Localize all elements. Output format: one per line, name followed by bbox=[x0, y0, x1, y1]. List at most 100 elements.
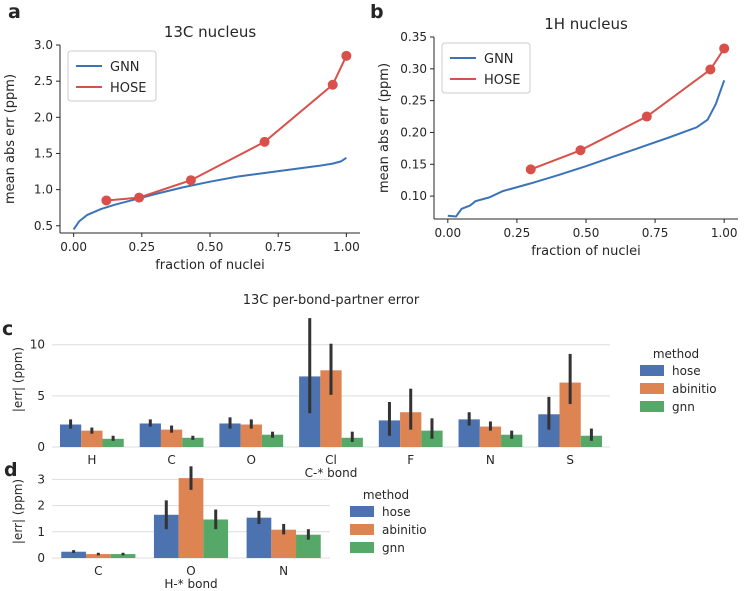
y-tick-label: 1 bbox=[37, 525, 45, 539]
legend-label-gnn: gnn bbox=[672, 400, 695, 414]
x-tick-label: 0.50 bbox=[573, 226, 600, 240]
x-tick-label: 0.25 bbox=[128, 240, 155, 254]
x-tick-label: 1.00 bbox=[711, 226, 738, 240]
hose-point bbox=[134, 192, 145, 203]
bar-gnn bbox=[580, 435, 603, 447]
panel-b: b 1H nucleus 0.00 0.25 0.50 0.75 1.00 0.10 0.15 0… bbox=[370, 1, 738, 259]
legend-box bbox=[441, 42, 531, 94]
y-axis-label: |err| (ppm) bbox=[11, 347, 25, 412]
y-tick-label: 3 bbox=[37, 472, 45, 486]
legend-hose-label: HOSE bbox=[110, 81, 146, 96]
panel-letter: b bbox=[370, 1, 384, 23]
hose-point bbox=[101, 195, 112, 206]
legend-swatch-hose bbox=[640, 365, 664, 376]
hose-point bbox=[327, 79, 338, 90]
x-tick-label: H bbox=[87, 453, 96, 467]
y-tick-label: 0.35 bbox=[400, 30, 427, 44]
bar-abinitio bbox=[479, 426, 502, 447]
panel-letter: a bbox=[8, 1, 21, 23]
x-tick-label: Cl bbox=[325, 453, 337, 467]
hose-point bbox=[575, 145, 586, 156]
legend-label-abinitio: abinitio bbox=[672, 382, 717, 396]
y-tick-label: 1.5 bbox=[34, 146, 53, 160]
bar-abinitio bbox=[240, 424, 262, 447]
legend-label-hose: hose bbox=[382, 505, 411, 519]
y-tick-label: 3.0 bbox=[34, 38, 53, 52]
x-tick-label: O bbox=[247, 453, 256, 467]
bar-abinitio bbox=[85, 554, 111, 558]
y-tick-label: 2.5 bbox=[34, 74, 53, 88]
bar-hose bbox=[458, 419, 480, 447]
hose-point bbox=[185, 175, 196, 186]
bar-gnn bbox=[296, 534, 321, 558]
gnn-series-line bbox=[447, 79, 726, 218]
y-tick-label: 10 bbox=[30, 338, 45, 352]
x-tick-label: 0.25 bbox=[504, 226, 531, 240]
legend-box bbox=[67, 50, 157, 102]
legend-label-gnn: gnn bbox=[382, 541, 405, 555]
legend-gnn-label: GNN bbox=[110, 60, 140, 75]
x-axis-label: H-* bond bbox=[164, 577, 217, 591]
panel-letter: d bbox=[4, 459, 18, 481]
legend-gnn-label: GNN bbox=[484, 52, 514, 67]
bar-hose bbox=[219, 423, 241, 447]
x-tick-label: N bbox=[279, 564, 288, 578]
x-axis-label: fraction of nuclei bbox=[155, 258, 265, 273]
x-axis-label: fraction of nuclei bbox=[531, 244, 641, 259]
bar-hose bbox=[139, 423, 161, 447]
legend-title: method bbox=[653, 347, 699, 361]
x-tick-label: 0.50 bbox=[197, 240, 224, 254]
bar-gnn bbox=[341, 437, 363, 447]
gnn-series-line bbox=[72, 156, 347, 230]
x-tick-label: F bbox=[407, 453, 414, 467]
panel-a: a 13C nucleus 0.00 0.25 0.50 0.75 1.00 0.5 1.0 1.… bbox=[3, 1, 360, 273]
hose-series-line bbox=[106, 55, 348, 202]
panel-title: 1H nucleus bbox=[544, 15, 628, 33]
y-tick-label: 0.10 bbox=[400, 189, 427, 203]
legend-label-abinitio: abinitio bbox=[382, 523, 427, 537]
panel-letter: c bbox=[2, 318, 13, 340]
y-tick-label: 2 bbox=[37, 499, 45, 513]
x-tick-label: S bbox=[566, 453, 574, 467]
y-axis-label: mean abs err (ppm) bbox=[3, 74, 18, 204]
panel-title: 13C nucleus bbox=[164, 23, 256, 41]
bar-abinitio bbox=[160, 429, 183, 447]
panel-d: d 0 1 2 3 C O N H-* bond |err| (ppm) method hose abi… bbox=[4, 459, 427, 591]
bar-hose bbox=[61, 551, 86, 558]
hose-point bbox=[341, 50, 352, 61]
legend-label-hose: hose bbox=[672, 364, 701, 378]
bar-gnn bbox=[110, 554, 136, 558]
bar-hose bbox=[246, 517, 272, 558]
panel-c: c 13C per-bond-partner error 0 5 10 H C O Cl F N S C… bbox=[2, 293, 717, 480]
bar-hose bbox=[59, 424, 82, 447]
legend-title: method bbox=[363, 488, 409, 502]
y-tick-label: 0 bbox=[37, 440, 45, 454]
legend-swatch-abinitio bbox=[640, 383, 664, 394]
bar-gnn bbox=[261, 434, 284, 447]
x-tick-label: 0.00 bbox=[434, 226, 461, 240]
y-tick-label: 0.30 bbox=[400, 62, 427, 76]
bar-gnn bbox=[501, 434, 523, 447]
hose-point bbox=[525, 164, 536, 175]
hose-point bbox=[641, 111, 652, 122]
x-tick-label: O bbox=[186, 564, 195, 578]
bar-abinitio bbox=[559, 382, 581, 447]
bar-abinitio bbox=[81, 430, 103, 447]
panel-title: 13C per-bond-partner error bbox=[243, 293, 420, 308]
bar-gnn bbox=[102, 438, 124, 447]
bar-gnn bbox=[182, 437, 204, 447]
x-tick-label: N bbox=[486, 453, 495, 467]
legend-hose-label: HOSE bbox=[484, 73, 520, 88]
hose-point bbox=[719, 43, 730, 54]
y-tick-label: 0.20 bbox=[400, 125, 427, 139]
y-tick-label: 0.25 bbox=[400, 94, 427, 108]
bar-abinitio bbox=[320, 370, 342, 447]
hose-point bbox=[705, 64, 716, 75]
y-tick-label: 0 bbox=[37, 551, 45, 565]
y-axis-label: |err| (ppm) bbox=[11, 479, 25, 544]
x-tick-label: 1.00 bbox=[333, 240, 360, 254]
legend-swatch-gnn bbox=[640, 401, 664, 412]
x-tick-label: 0.00 bbox=[60, 240, 87, 254]
x-tick-label: 0.75 bbox=[265, 240, 292, 254]
